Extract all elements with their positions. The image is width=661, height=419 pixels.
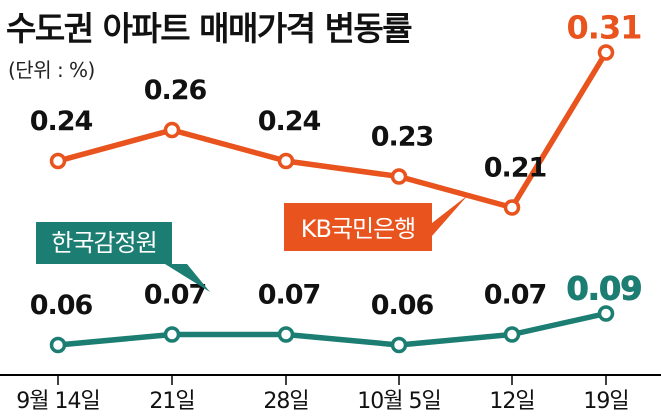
data-point bbox=[597, 305, 615, 322]
unit-label: (단위 : %) bbox=[8, 58, 95, 82]
data-label: 0.07 bbox=[258, 280, 321, 311]
data-label: 0.06 bbox=[371, 290, 434, 321]
data-point bbox=[49, 152, 67, 170]
legend-label-reb: 한국감정원 bbox=[51, 229, 156, 257]
legend-label-kb: KB국민은행 bbox=[301, 215, 416, 243]
data-point bbox=[277, 326, 295, 343]
data-label: 0.26 bbox=[144, 75, 207, 106]
chart-title: 수도권 아파트 매매가격 변동률 bbox=[6, 9, 413, 48]
data-label: 0.21 bbox=[484, 153, 547, 184]
series-line bbox=[55, 49, 609, 211]
x-tick-label: 19일 bbox=[583, 389, 628, 414]
data-point bbox=[597, 44, 615, 61]
series-line bbox=[55, 310, 609, 348]
data-label: 0.24 bbox=[258, 106, 321, 137]
series-layer: 0.24 0.26 0.24 0.23 0.21 0.31 0.06 0.07 0.07 0.06… bbox=[30, 9, 643, 354]
data-point bbox=[49, 336, 67, 354]
x-tick-label: 21일 bbox=[149, 389, 194, 414]
data-point bbox=[390, 336, 408, 354]
data-label: 0.24 bbox=[30, 106, 93, 137]
data-point bbox=[503, 326, 521, 343]
x-tick-label: 12일 bbox=[489, 389, 534, 414]
data-label: 0.06 bbox=[30, 290, 93, 321]
x-tick-label: 28일 bbox=[263, 389, 308, 414]
data-point bbox=[390, 168, 408, 185]
x-tick-label: 9월 14일 bbox=[16, 389, 99, 414]
data-point bbox=[163, 121, 181, 139]
legend-callout-reb bbox=[36, 222, 210, 292]
data-point bbox=[277, 152, 295, 170]
data-label: 0.07 bbox=[144, 280, 207, 311]
x-tick-label: 10월 5일 bbox=[357, 389, 440, 414]
data-point bbox=[503, 199, 521, 216]
data-label-highlight: 0.09 bbox=[567, 270, 642, 308]
data-label-highlight: 0.31 bbox=[567, 9, 642, 47]
legend-callout-kb bbox=[284, 195, 468, 251]
data-point bbox=[163, 326, 181, 343]
data-label: 0.07 bbox=[484, 280, 547, 311]
data-label: 0.23 bbox=[371, 122, 434, 153]
x-axis: 9월 14일 21일 28일 10월 5일 12일 19일 bbox=[0, 374, 661, 414]
